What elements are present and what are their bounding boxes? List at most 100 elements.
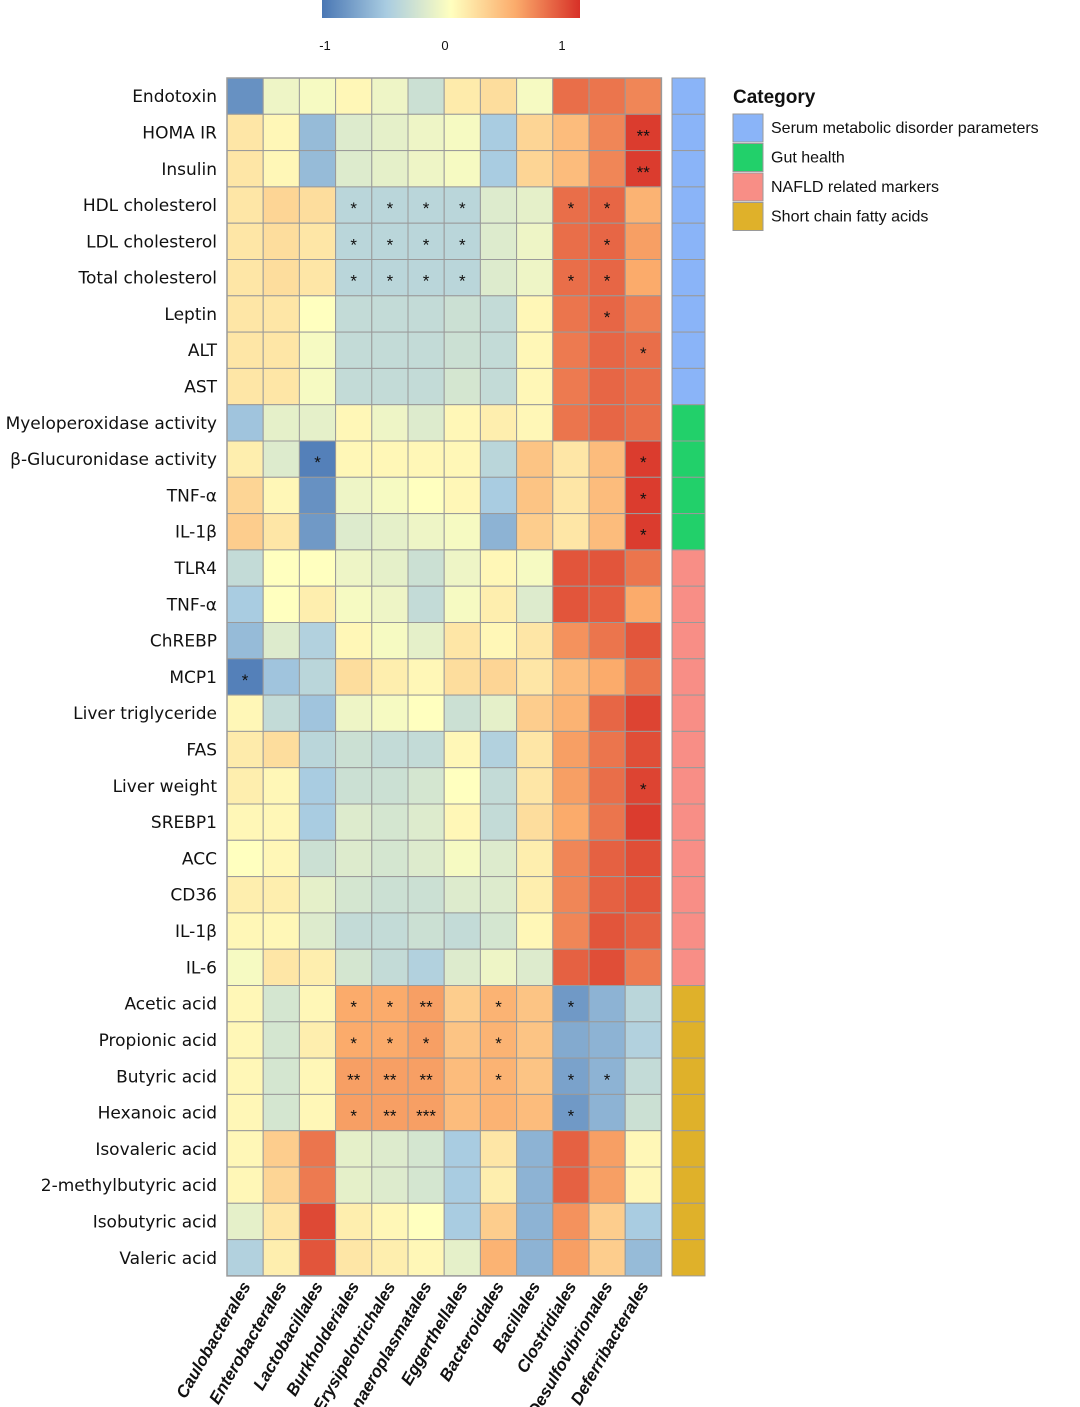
significance-mark: *	[640, 344, 647, 363]
heatmap-cell	[588, 694, 626, 732]
heatmap-cell	[516, 1166, 554, 1204]
heatmap-cell	[624, 585, 662, 624]
row-label: 2-methylbutyric acid	[41, 1176, 217, 1196]
heatmap-cell	[226, 803, 264, 841]
significance-mark: *	[350, 235, 357, 254]
heatmap-cell	[516, 367, 554, 406]
heatmap-cell	[262, 404, 300, 442]
heatmap-cell	[298, 985, 337, 1023]
heatmap-cell	[479, 948, 518, 987]
heatmap-cell	[443, 150, 481, 188]
heatmap-cell	[516, 404, 554, 442]
heatmap-cell	[588, 839, 626, 878]
heatmap-cell	[552, 803, 590, 841]
heatmap-cell	[335, 1166, 373, 1204]
heatmap-cell	[479, 476, 518, 515]
category-cell	[671, 1093, 706, 1132]
heatmap-cell	[479, 1093, 518, 1132]
heatmap-cell	[335, 440, 373, 478]
heatmap-cell	[443, 222, 481, 260]
heatmap-cell	[443, 549, 481, 587]
heatmap-cell	[588, 658, 626, 696]
significance-mark: *	[604, 272, 611, 291]
category-cell	[671, 767, 706, 805]
heatmap-cell	[335, 658, 373, 696]
heatmap-cell	[443, 1239, 481, 1277]
row-label: TNF-α	[166, 595, 217, 615]
row-label: ChREBP	[150, 632, 217, 652]
heatmap-cell	[407, 404, 445, 442]
row-label: MCP1	[169, 668, 217, 688]
heatmap-cell	[371, 585, 409, 624]
heatmap-cell	[624, 222, 662, 260]
heatmap-border	[226, 77, 663, 1277]
heatmap-cell	[443, 367, 481, 406]
category-cell	[671, 1057, 706, 1095]
heatmap-cell	[516, 1130, 554, 1168]
significance-mark: *	[350, 272, 357, 291]
heatmap-cell	[226, 1130, 264, 1168]
heatmap-cell	[262, 259, 300, 297]
heatmap-cell	[407, 1166, 445, 1204]
heatmap-cell	[371, 622, 409, 660]
colorbar-tick-mid: 0	[441, 38, 448, 53]
heatmap-cell	[407, 1093, 445, 1132]
heatmap-cell	[552, 730, 590, 769]
heatmap-cell	[479, 1239, 518, 1277]
heatmap-cell	[552, 622, 590, 660]
heatmap-cell	[298, 839, 337, 878]
category-cell	[671, 1239, 706, 1277]
heatmap-cell	[407, 77, 445, 115]
legend-item: Serum metabolic disorder parameters	[771, 120, 1039, 137]
heatmap-cell	[443, 259, 481, 297]
heatmap-cell	[407, 331, 445, 369]
heatmap-cell	[262, 912, 300, 950]
significance-mark: *	[350, 1034, 357, 1053]
heatmap-cell	[226, 1057, 264, 1095]
significance-marks: ***** * * * * ** * * * ** * * * * **** ****** * ** * ** * * **…	[242, 126, 651, 1125]
heatmap-cell	[516, 585, 554, 624]
category-cell	[671, 295, 706, 333]
heatmap-cell	[298, 295, 337, 333]
heatmap-cell	[443, 658, 481, 696]
category-cell	[671, 622, 706, 660]
heatmap-cell	[552, 476, 590, 515]
category-cell	[671, 367, 706, 406]
row-label: Butyric acid	[116, 1067, 217, 1087]
heatmap-cell	[226, 876, 264, 914]
heatmap-cell	[371, 113, 409, 152]
heatmap-cell	[479, 622, 518, 660]
heatmap-cell	[226, 295, 264, 333]
heatmap-cell	[371, 1166, 409, 1204]
heatmap-cell	[479, 876, 518, 914]
heatmap-cell	[588, 259, 626, 297]
heatmap-cell	[588, 912, 626, 950]
heatmap-cell	[298, 77, 337, 115]
heatmap-cell	[552, 1093, 590, 1132]
significance-mark: *	[423, 235, 430, 254]
heatmap-cell	[407, 912, 445, 950]
heatmap-cell	[624, 622, 662, 660]
heatmap-cell	[226, 186, 264, 224]
heatmap-cell	[516, 694, 554, 732]
heatmap-cell	[588, 77, 626, 115]
row-label: FAS	[186, 741, 217, 761]
heatmap-cell	[262, 295, 300, 333]
significance-mark: *	[495, 1034, 502, 1053]
category-cell	[671, 1021, 706, 1059]
heatmap-cell	[335, 295, 373, 333]
heatmap-cell	[371, 767, 409, 805]
heatmap-cell	[443, 331, 481, 369]
category-cell	[671, 113, 706, 152]
row-label: Insulin	[161, 160, 217, 180]
heatmap-cell	[298, 440, 337, 478]
category-bar	[671, 77, 706, 1277]
heatmap-cell	[552, 259, 590, 297]
heatmap-cell	[516, 876, 554, 914]
heatmap-cell	[298, 730, 337, 769]
row-label: β-Glucuronidase activity	[10, 450, 217, 470]
heatmap-cell	[371, 803, 409, 841]
heatmap-cell	[516, 259, 554, 297]
heatmap-cell	[552, 513, 590, 551]
heatmap-cell	[588, 186, 626, 224]
